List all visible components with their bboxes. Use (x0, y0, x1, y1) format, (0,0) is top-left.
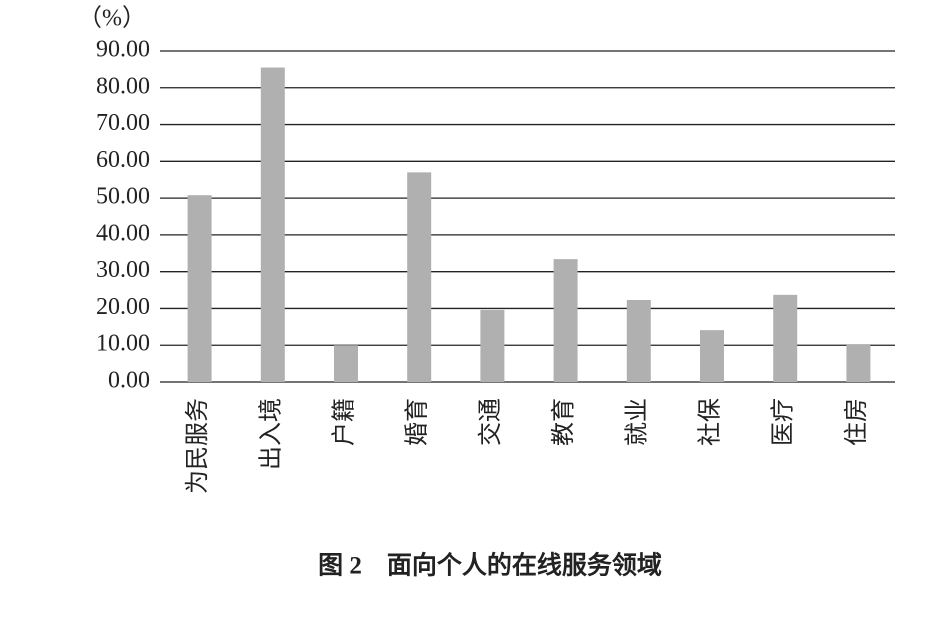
bar (700, 330, 724, 382)
y-tick-label: 10.00 (96, 331, 150, 357)
y-tick-label: 90.00 (96, 37, 150, 63)
bar (773, 294, 798, 382)
bar (260, 67, 285, 383)
y-tick-label: 50.00 (96, 184, 150, 210)
y-axis-label: （%） (78, 6, 146, 32)
x-tick-label: 就业 (623, 398, 650, 446)
bar (187, 195, 212, 382)
x-tick-label: 为民服务 (184, 398, 211, 494)
bar (626, 299, 651, 382)
y-tick-label: 30.00 (96, 257, 150, 283)
bar (407, 172, 432, 382)
x-tick-label: 交通 (477, 398, 504, 446)
y-tick-label: 70.00 (96, 110, 150, 136)
chart-caption: 图 2 面向个人的在线服务领域 (318, 551, 662, 580)
x-tick-label: 出入境 (257, 398, 284, 470)
y-tick-label: 40.00 (96, 220, 150, 246)
x-tick-label: 住房 (843, 398, 870, 446)
bar (480, 309, 505, 382)
x-tick-label: 社保 (697, 398, 724, 446)
bar (846, 344, 871, 382)
x-tick-label: 婚育 (404, 398, 431, 446)
y-tick-label: 0.00 (108, 368, 150, 394)
x-tick-label: 教育 (550, 398, 577, 446)
bar (334, 345, 358, 382)
y-tick-label: 80.00 (96, 73, 150, 99)
bar (553, 259, 578, 382)
x-tick-label: 医疗 (770, 398, 797, 446)
y-tick-label: 20.00 (96, 294, 150, 320)
y-tick-label: 60.00 (96, 147, 150, 173)
x-tick-label: 户籍 (331, 398, 358, 446)
